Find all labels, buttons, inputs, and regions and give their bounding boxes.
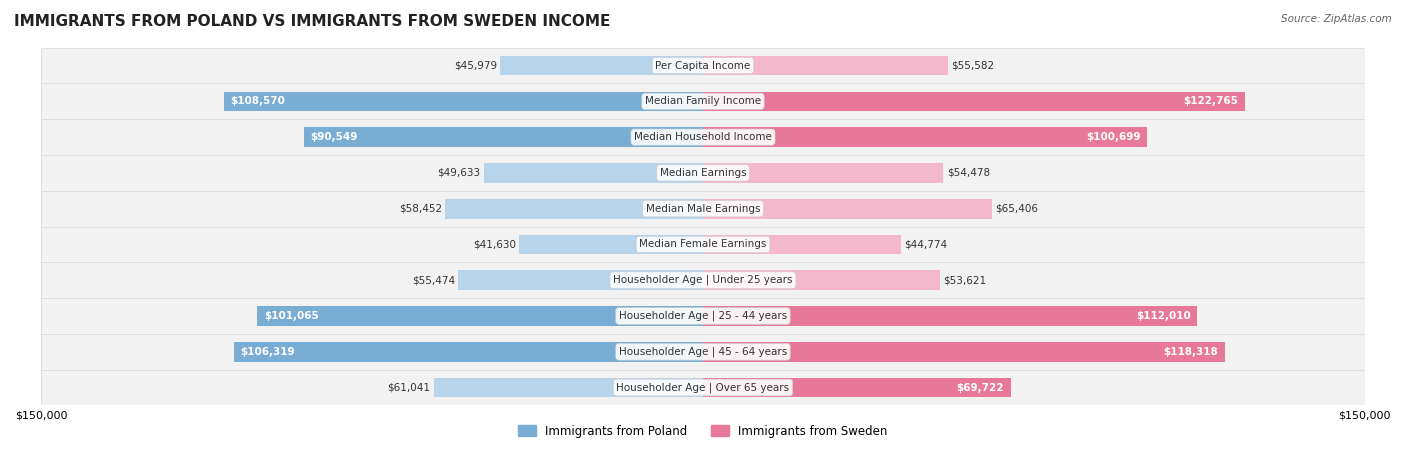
- Text: $106,319: $106,319: [240, 347, 295, 357]
- Text: $44,774: $44,774: [904, 240, 948, 249]
- Bar: [703, 92, 1244, 111]
- Text: Median Female Earnings: Median Female Earnings: [640, 240, 766, 249]
- Bar: [703, 234, 900, 254]
- Bar: [703, 306, 1197, 326]
- Text: $90,549: $90,549: [311, 132, 357, 142]
- Bar: [519, 234, 703, 254]
- Text: Householder Age | Over 65 years: Householder Age | Over 65 years: [616, 382, 790, 393]
- Bar: [41, 155, 1365, 191]
- Text: $65,406: $65,406: [995, 204, 1038, 214]
- Text: Source: ZipAtlas.com: Source: ZipAtlas.com: [1281, 14, 1392, 24]
- Text: Median Household Income: Median Household Income: [634, 132, 772, 142]
- Bar: [703, 127, 1147, 147]
- Bar: [433, 378, 703, 397]
- Text: Householder Age | Under 25 years: Householder Age | Under 25 years: [613, 275, 793, 285]
- Bar: [304, 127, 703, 147]
- Bar: [41, 119, 1365, 155]
- Bar: [41, 48, 1365, 84]
- Bar: [41, 262, 1365, 298]
- Text: $53,621: $53,621: [943, 275, 986, 285]
- Bar: [41, 298, 1365, 334]
- Bar: [703, 163, 943, 183]
- Text: $55,582: $55,582: [952, 61, 994, 71]
- Bar: [501, 56, 703, 75]
- Bar: [703, 270, 939, 290]
- Text: $54,478: $54,478: [946, 168, 990, 178]
- Text: $49,633: $49,633: [437, 168, 481, 178]
- Text: $101,065: $101,065: [264, 311, 319, 321]
- Text: $55,474: $55,474: [412, 275, 456, 285]
- Bar: [446, 199, 703, 219]
- Text: $122,765: $122,765: [1182, 96, 1237, 106]
- Text: Householder Age | 25 - 44 years: Householder Age | 25 - 44 years: [619, 311, 787, 321]
- Bar: [703, 378, 1011, 397]
- Bar: [41, 334, 1365, 370]
- Text: Median Family Income: Median Family Income: [645, 96, 761, 106]
- Text: Median Male Earnings: Median Male Earnings: [645, 204, 761, 214]
- Text: $118,318: $118,318: [1164, 347, 1219, 357]
- Text: $112,010: $112,010: [1136, 311, 1191, 321]
- Bar: [41, 191, 1365, 226]
- Bar: [41, 226, 1365, 262]
- Text: Per Capita Income: Per Capita Income: [655, 61, 751, 71]
- Text: IMMIGRANTS FROM POLAND VS IMMIGRANTS FROM SWEDEN INCOME: IMMIGRANTS FROM POLAND VS IMMIGRANTS FRO…: [14, 14, 610, 29]
- Bar: [41, 84, 1365, 119]
- Text: $69,722: $69,722: [956, 382, 1004, 393]
- Text: Median Earnings: Median Earnings: [659, 168, 747, 178]
- Bar: [484, 163, 703, 183]
- Bar: [41, 370, 1365, 405]
- Text: $100,699: $100,699: [1085, 132, 1140, 142]
- Bar: [703, 56, 948, 75]
- Text: $45,979: $45,979: [454, 61, 496, 71]
- Bar: [703, 342, 1225, 361]
- Text: $61,041: $61,041: [388, 382, 430, 393]
- Bar: [257, 306, 703, 326]
- Text: $41,630: $41,630: [472, 240, 516, 249]
- Bar: [458, 270, 703, 290]
- Bar: [233, 342, 703, 361]
- Text: Householder Age | 45 - 64 years: Householder Age | 45 - 64 years: [619, 347, 787, 357]
- Text: $108,570: $108,570: [231, 96, 285, 106]
- Bar: [224, 92, 703, 111]
- Legend: Immigrants from Poland, Immigrants from Sweden: Immigrants from Poland, Immigrants from …: [513, 420, 893, 442]
- Bar: [703, 199, 991, 219]
- Text: $58,452: $58,452: [399, 204, 441, 214]
